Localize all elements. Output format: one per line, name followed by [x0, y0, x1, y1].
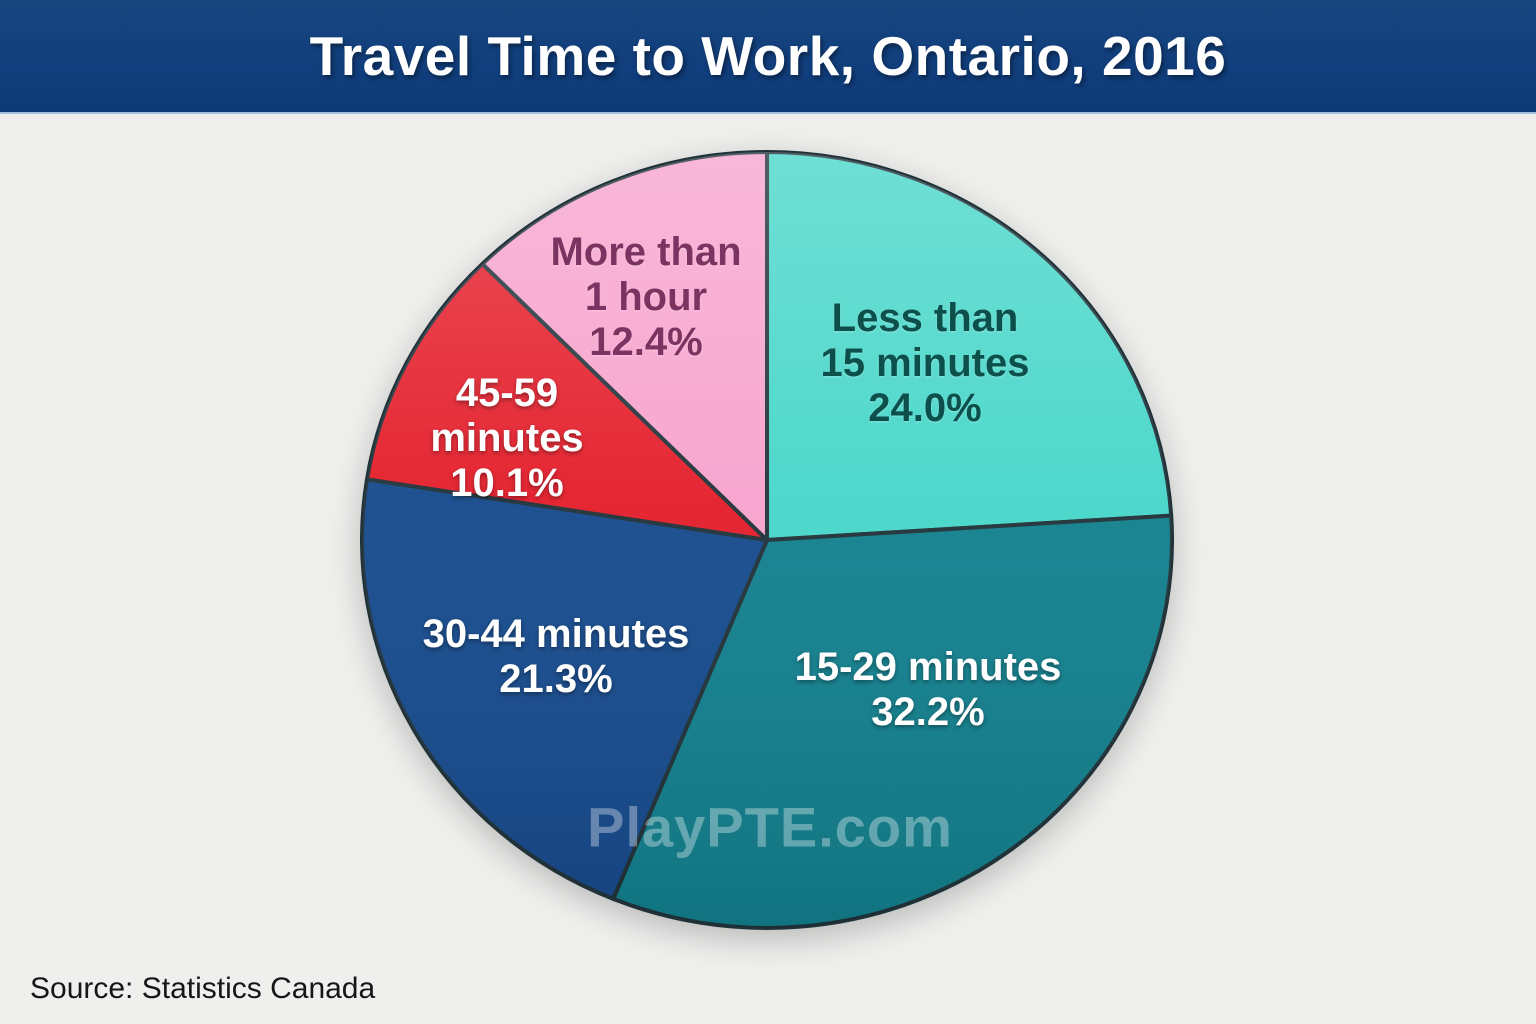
chart-area: PlayPTE.com Less than 15 minutes 24.0% 15… — [0, 112, 1536, 1024]
source-note: Source: Statistics Canada — [30, 972, 376, 1005]
chart-title: Travel Time to Work, Ontario, 2016 — [309, 25, 1227, 87]
pie-gloss-overlay — [362, 152, 1172, 928]
title-bar: Travel Time to Work, Ontario, 2016 — [0, 0, 1536, 112]
